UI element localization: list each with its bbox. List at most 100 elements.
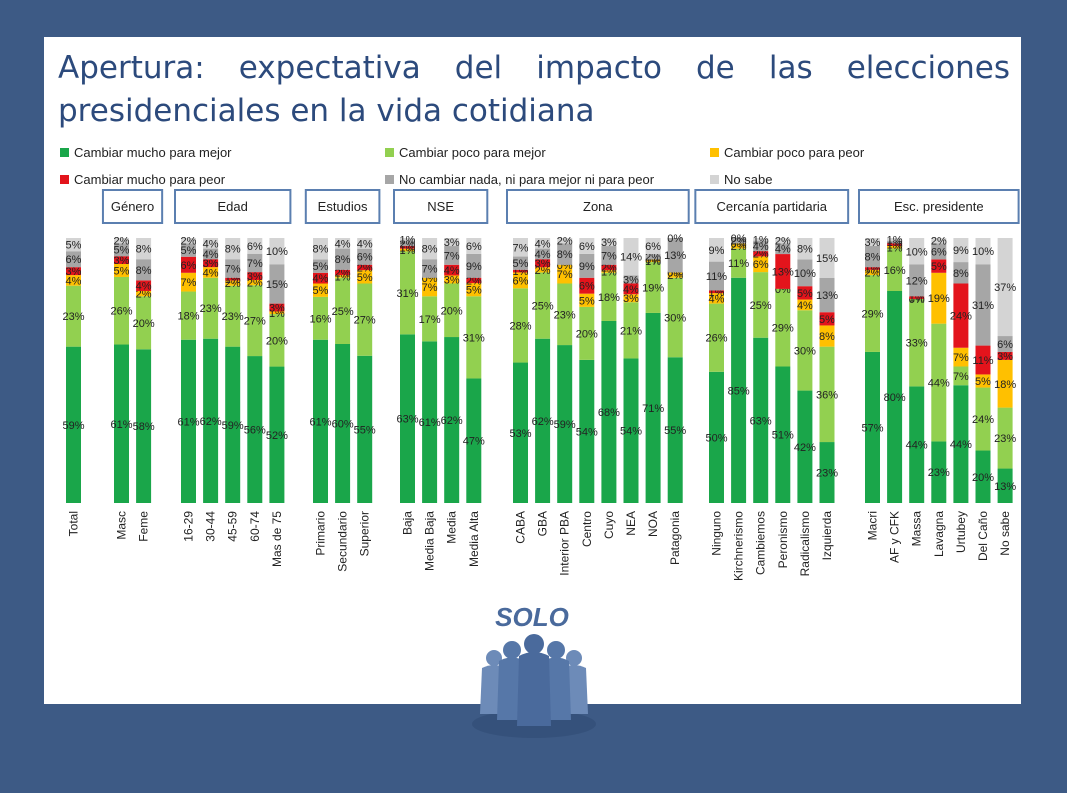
bar-segment-gba-5 bbox=[535, 238, 551, 249]
bar-segment-ninguno-2 bbox=[709, 293, 724, 304]
category-label-baja: Baja bbox=[401, 511, 415, 535]
bar-segment-media-alta-5 bbox=[466, 238, 482, 254]
data-label-massa-5: 10% bbox=[906, 246, 928, 258]
bar-segment-macri-4 bbox=[865, 245, 880, 268]
slide: Apertura: expectativa del impacto de las… bbox=[44, 37, 1021, 704]
slide-title: Apertura: expectativa del impacto de las… bbox=[58, 50, 1010, 129]
data-label-interior-pba-2: 7% bbox=[557, 269, 573, 281]
data-label-30-44-3: 3% bbox=[203, 258, 219, 270]
bar-segment-massa-0 bbox=[909, 386, 925, 503]
bar-segment-macri-1 bbox=[865, 275, 880, 352]
bar-segment-del-cano-4 bbox=[975, 264, 991, 346]
bar-segment-total-0 bbox=[66, 346, 81, 503]
group-box-cercania-partidaria bbox=[694, 189, 850, 224]
bar-segment-izquierda-1 bbox=[819, 346, 835, 443]
bar-segment-cambiemos-3 bbox=[753, 251, 769, 257]
data-label-media-alta-5: 6% bbox=[466, 241, 482, 253]
solo-logo: SOLO bbox=[472, 602, 596, 738]
bar-segment-lavagna-2 bbox=[931, 272, 947, 324]
data-label-peronismo-0: 51% bbox=[772, 430, 794, 442]
bar-segment-interior-pba-5 bbox=[557, 238, 573, 244]
bar-segment-urtubey-0 bbox=[953, 385, 969, 503]
data-label-noa-5: 6% bbox=[645, 241, 661, 253]
bar-segment-cuyo-1 bbox=[601, 272, 617, 321]
bar-segment-30-44-1 bbox=[203, 277, 219, 339]
data-label-media-baja-1: 17% bbox=[419, 314, 441, 326]
bar-segment-superior-0 bbox=[357, 355, 373, 503]
bar-segment-interior-pba-1 bbox=[557, 283, 573, 346]
bar-segment-del-cano-5 bbox=[975, 238, 991, 265]
category-label-interior-pba: Interior PBA bbox=[558, 511, 572, 576]
data-label-cuyo-4: 7% bbox=[601, 250, 617, 262]
data-label-af-y-cfk-1: 16% bbox=[884, 265, 906, 277]
bar-segment-lavagna-4 bbox=[931, 243, 947, 260]
category-label-centro: Centro bbox=[580, 511, 594, 547]
legend-item-cambiar-poco-mejor: Cambiar poco para mejor bbox=[385, 145, 546, 160]
data-label-primario-1: 16% bbox=[309, 313, 331, 325]
category-label-noa: NOA bbox=[646, 511, 660, 537]
category-label-izquierda: Izquierda bbox=[820, 511, 834, 561]
data-label-60-74-2: 2% bbox=[247, 278, 263, 290]
data-label-media-1: 20% bbox=[441, 305, 463, 317]
category-label-30-44: 30-44 bbox=[204, 511, 218, 542]
data-label-caba-1: 28% bbox=[509, 320, 531, 332]
bar-segment-media-baja-1 bbox=[422, 296, 438, 342]
data-label-mas-de-75-4: 15% bbox=[266, 279, 288, 291]
data-label-lavagna-0: 23% bbox=[928, 467, 950, 479]
bar-segment-gba-3 bbox=[535, 259, 551, 268]
bar-segment-noa-5 bbox=[645, 238, 661, 255]
data-label-cambiemos-2: 6% bbox=[753, 259, 769, 271]
data-label-baja-5: 1% bbox=[400, 234, 416, 246]
data-label-kirchnerismo-2: 2% bbox=[731, 241, 747, 253]
bar-segment-superior-1 bbox=[357, 283, 373, 356]
category-label-massa: Massa bbox=[910, 511, 924, 547]
bar-segment-superior-2 bbox=[357, 270, 373, 284]
legend-swatch bbox=[60, 148, 69, 157]
bar-segment-no-sabe-4 bbox=[997, 336, 1013, 352]
data-label-nea-1: 21% bbox=[620, 325, 642, 337]
bar-segment-cambiemos-4 bbox=[753, 240, 769, 252]
category-label-superior: Superior bbox=[358, 511, 372, 556]
bar-segment-lavagna-3 bbox=[931, 259, 947, 273]
bar-segment-secundario-5 bbox=[335, 238, 351, 249]
data-label-lavagna-4: 6% bbox=[931, 246, 947, 258]
data-label-cambiemos-4: 4% bbox=[753, 241, 769, 253]
bar-segment-mas-de-75-0 bbox=[269, 366, 285, 503]
bar-segment-urtubey-1 bbox=[953, 366, 969, 386]
data-label-ninguno-1: 26% bbox=[705, 333, 727, 345]
data-label-noa-0: 71% bbox=[642, 403, 664, 415]
data-label-total-0: 59% bbox=[62, 420, 84, 432]
legend-item-no-cambiar: No cambiar nada, ni para mejor ni para p… bbox=[385, 172, 654, 187]
data-label-gba-4: 4% bbox=[535, 249, 551, 261]
bar-segment-total-1 bbox=[66, 285, 81, 347]
bar-segment-izquierda-2 bbox=[819, 325, 835, 347]
data-label-peronismo-5: 2% bbox=[775, 236, 791, 248]
bar-segment-ninguno-4 bbox=[709, 261, 724, 291]
bar-segment-massa-5 bbox=[909, 238, 925, 265]
data-label-media-2: 3% bbox=[444, 274, 460, 286]
data-label-centro-0: 54% bbox=[576, 426, 598, 438]
data-label-45-59-2: 2% bbox=[225, 278, 241, 290]
bar-segment-peronismo-5 bbox=[775, 238, 791, 244]
data-label-caba-2: 6% bbox=[513, 275, 529, 287]
data-label-masc-1: 26% bbox=[110, 306, 132, 318]
data-label-45-59-4: 7% bbox=[225, 263, 241, 275]
data-label-16-29-3: 6% bbox=[181, 260, 197, 272]
bar-segment-macri-0 bbox=[865, 351, 880, 503]
data-label-media-baja-4: 7% bbox=[422, 263, 438, 275]
bar-segment-nea-2 bbox=[623, 294, 639, 303]
data-label-massa-0: 44% bbox=[906, 440, 928, 452]
legend-label: Cambiar mucho para peor bbox=[74, 172, 226, 187]
category-label-media: Media bbox=[445, 511, 459, 544]
bar-segment-cuyo-2 bbox=[601, 270, 617, 273]
bar-segment-lavagna-0 bbox=[931, 441, 947, 503]
bar-segment-60-74-4 bbox=[247, 253, 263, 273]
data-label-nea-4: 3% bbox=[623, 274, 639, 286]
data-label-feme-4: 8% bbox=[136, 265, 152, 277]
category-label-macri: Macri bbox=[866, 511, 880, 540]
bar-segment-kirchnerismo-2 bbox=[731, 243, 747, 249]
data-label-patagonia-1: 30% bbox=[664, 313, 686, 325]
data-label-peronismo-4: 4% bbox=[775, 244, 791, 256]
data-label-nea-3: 4% bbox=[623, 284, 639, 296]
bar-segment-30-44-2 bbox=[203, 267, 219, 278]
